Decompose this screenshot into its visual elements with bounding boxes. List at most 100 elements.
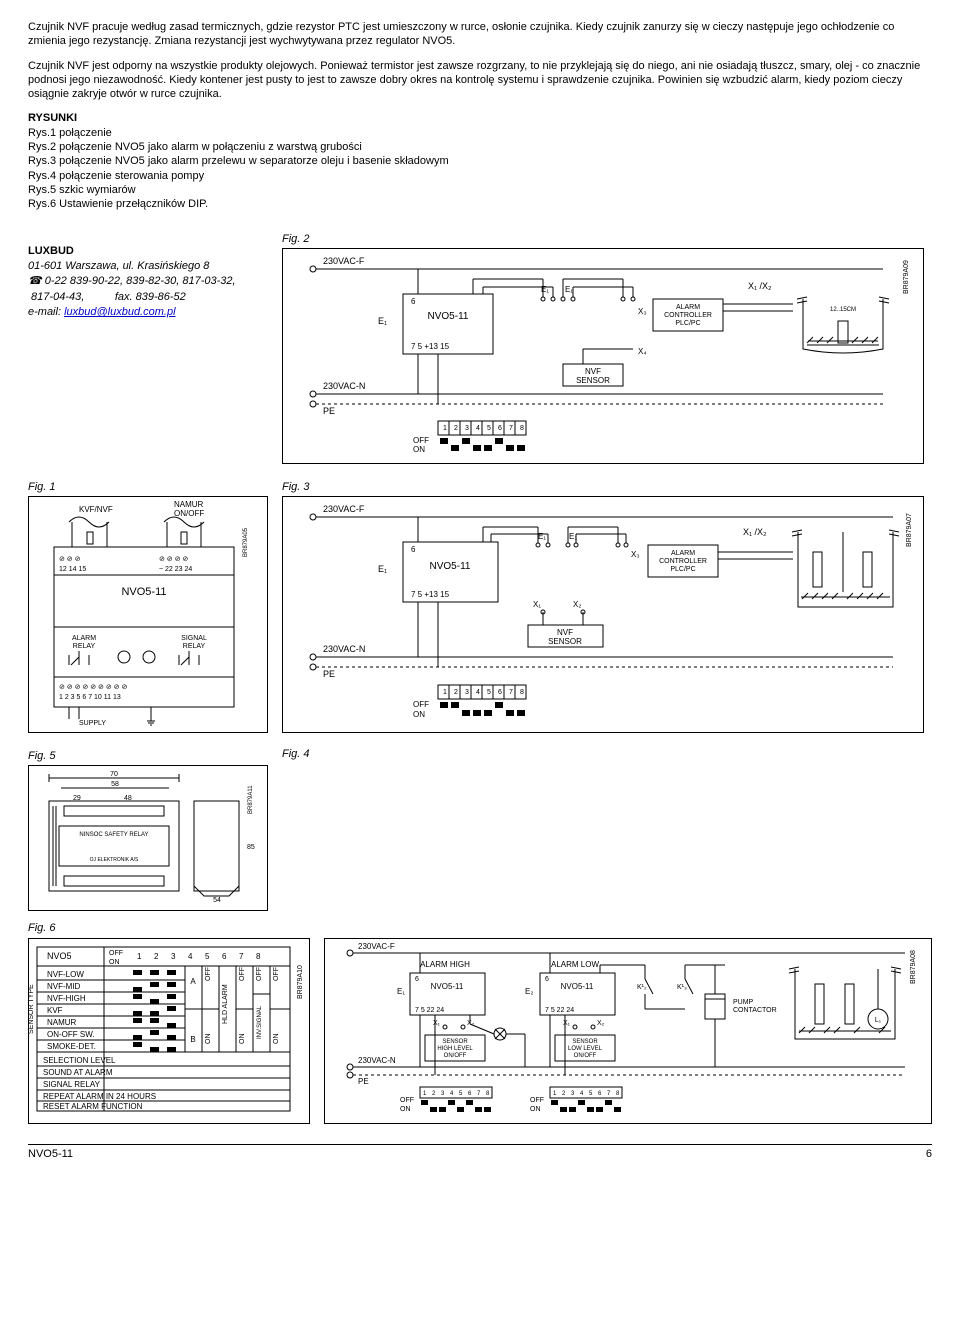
rysunki-list: Rys.1 połączenie Rys.2 połączenie NVO5 j… bbox=[28, 126, 932, 212]
svg-text:NVF-MID: NVF-MID bbox=[47, 982, 81, 991]
contact-block: LUXBUD 01-601 Warszawa, ul. Krasińskiego… bbox=[28, 244, 268, 321]
fig5-box: 70 58 NINSOC SAFETY RELAY OJ ELEKTRONIK … bbox=[28, 765, 268, 911]
svg-text:4: 4 bbox=[580, 1091, 584, 1097]
fig2-label: Fig. 2 bbox=[282, 232, 932, 246]
svg-text:SIGNAL RELAY: SIGNAL RELAY bbox=[43, 1080, 101, 1089]
svg-text:7 5 +13 15: 7 5 +13 15 bbox=[411, 342, 450, 351]
footer: NVO5-11 6 bbox=[28, 1144, 932, 1161]
svg-text:7 5 22 24: 7 5 22 24 bbox=[415, 1007, 444, 1014]
svg-text:K¹₂: K¹₂ bbox=[637, 984, 647, 991]
svg-text:CONTACTOR: CONTACTOR bbox=[733, 1007, 777, 1014]
svg-text:58: 58 bbox=[111, 781, 119, 788]
svg-text:SMOKE-DET.: SMOKE-DET. bbox=[47, 1042, 96, 1051]
svg-text:4: 4 bbox=[450, 1091, 454, 1097]
svg-text:HIGH LEVEL: HIGH LEVEL bbox=[437, 1046, 473, 1052]
svg-text:7: 7 bbox=[239, 952, 244, 961]
svg-text:PLC/PC: PLC/PC bbox=[675, 320, 700, 327]
footer-right: 6 bbox=[926, 1147, 932, 1161]
svg-text:PE: PE bbox=[323, 669, 335, 679]
svg-text:6: 6 bbox=[598, 1091, 602, 1097]
svg-text:ON: ON bbox=[239, 1033, 246, 1044]
svg-text:12 14 15: 12 14 15 bbox=[59, 566, 86, 573]
svg-text:70: 70 bbox=[110, 771, 118, 778]
svg-text:BR879A09: BR879A09 bbox=[903, 260, 910, 294]
svg-text:ALARM: ALARM bbox=[676, 304, 700, 311]
svg-text:6: 6 bbox=[468, 1091, 472, 1097]
rys-item: Rys.4 połączenie sterowania pompy bbox=[28, 169, 932, 183]
svg-text:5: 5 bbox=[487, 425, 491, 432]
svg-text:6: 6 bbox=[498, 425, 502, 432]
svg-text:BR879A11: BR879A11 bbox=[248, 785, 254, 814]
svg-text:230VAC-F: 230VAC-F bbox=[323, 504, 365, 514]
svg-text:PE: PE bbox=[323, 406, 335, 416]
svg-text:2: 2 bbox=[454, 689, 458, 696]
svg-text:E₁: E₁ bbox=[565, 285, 573, 294]
svg-text:ON: ON bbox=[273, 1033, 280, 1044]
svg-text:SENSOR: SENSOR bbox=[548, 637, 582, 646]
email: luxbud@luxbud.com.pl bbox=[64, 306, 175, 318]
fig3-label: Fig. 3 bbox=[282, 480, 932, 494]
svg-text:SUPPLY: SUPPLY bbox=[79, 720, 106, 727]
svg-text:12..15CM: 12..15CM bbox=[830, 307, 856, 313]
svg-text:PUMP: PUMP bbox=[733, 999, 754, 1006]
rys-item: Rys.5 szkic wymiarów bbox=[28, 183, 932, 197]
svg-text:6: 6 bbox=[545, 976, 549, 983]
svg-text:K¹₃: K¹₃ bbox=[677, 984, 687, 991]
svg-text:230VAC-N: 230VAC-N bbox=[323, 644, 365, 654]
svg-text:7: 7 bbox=[509, 689, 513, 696]
svg-text:3: 3 bbox=[441, 1091, 445, 1097]
svg-text:⊘ ⊘ ⊘: ⊘ ⊘ ⊘ bbox=[59, 556, 81, 563]
paragraph-2: Czujnik NVF jest odporny na wszystkie pr… bbox=[28, 59, 932, 102]
svg-text:NVF-LOW: NVF-LOW bbox=[47, 970, 84, 979]
svg-text:ALARM: ALARM bbox=[671, 550, 695, 557]
svg-text:1: 1 bbox=[443, 425, 447, 432]
svg-text:6: 6 bbox=[415, 976, 419, 983]
svg-text:1 2 3 5 6 7 10 11 13: 1 2 3 5 6 7 10 11 13 bbox=[59, 694, 121, 701]
svg-text:ON: ON bbox=[530, 1106, 541, 1113]
svg-text:5: 5 bbox=[487, 689, 491, 696]
svg-text:NVO5-11: NVO5-11 bbox=[561, 982, 594, 991]
fig2-box: 230VAC-F 230VAC-N PE NVO5-11 6 7 5 +13 1… bbox=[282, 248, 924, 464]
svg-text:7 5 +13 15: 7 5 +13 15 bbox=[411, 590, 450, 599]
company: LUXBUD bbox=[28, 244, 268, 259]
svg-text:OFF: OFF bbox=[400, 1097, 414, 1104]
svg-text:OFF: OFF bbox=[413, 436, 429, 445]
svg-text:X₂: X₂ bbox=[467, 1020, 475, 1027]
svg-text:NVF-HIGH: NVF-HIGH bbox=[47, 994, 86, 1003]
svg-text:2: 2 bbox=[562, 1091, 566, 1097]
svg-text:BR879A05: BR879A05 bbox=[243, 528, 249, 558]
svg-text:SENSOR TYPE: SENSOR TYPE bbox=[29, 984, 35, 1034]
svg-text:OFF: OFF bbox=[530, 1097, 544, 1104]
svg-text:4: 4 bbox=[188, 952, 193, 961]
svg-text:6: 6 bbox=[411, 545, 416, 554]
svg-text:48: 48 bbox=[124, 795, 132, 802]
svg-text:2: 2 bbox=[454, 425, 458, 432]
svg-text:KVF: KVF bbox=[47, 1006, 63, 1015]
svg-text:A: A bbox=[190, 977, 196, 986]
svg-text:ON: ON bbox=[413, 710, 425, 719]
svg-text:SOUND AT ALARM: SOUND AT ALARM bbox=[43, 1068, 113, 1077]
fig1-box: KVF/NVF NAMUR ON/OFF ⊘ ⊘ ⊘⊘ ⊘ ⊘ ⊘ 12 14 … bbox=[28, 496, 268, 732]
svg-text:54: 54 bbox=[213, 897, 221, 904]
svg-text:X₁ /X₂: X₁ /X₂ bbox=[748, 281, 772, 291]
svg-text:1: 1 bbox=[423, 1091, 427, 1097]
fig5-label: Fig. 5 bbox=[28, 749, 268, 763]
svg-text:ALARM: ALARM bbox=[72, 635, 96, 642]
svg-text:NAMUR: NAMUR bbox=[47, 1018, 77, 1027]
svg-text:6: 6 bbox=[222, 952, 227, 961]
svg-text:E₂: E₂ bbox=[525, 987, 533, 996]
svg-text:2: 2 bbox=[432, 1091, 436, 1097]
svg-text:NVO5-11: NVO5-11 bbox=[121, 586, 166, 598]
svg-text:7: 7 bbox=[607, 1091, 611, 1097]
svg-text:E₁: E₁ bbox=[541, 285, 549, 294]
footer-left: NVO5-11 bbox=[28, 1147, 73, 1161]
email-label: e-mail: bbox=[28, 306, 64, 318]
svg-text:BR879A07: BR879A07 bbox=[906, 513, 913, 547]
svg-text:4: 4 bbox=[476, 689, 480, 696]
svg-text:NVO5-11: NVO5-11 bbox=[430, 561, 471, 572]
svg-text:E₁: E₁ bbox=[569, 532, 577, 541]
svg-text:3: 3 bbox=[465, 425, 469, 432]
svg-text:5: 5 bbox=[459, 1091, 463, 1097]
address: 01-601 Warszawa, ul. Krasińskiego 8 bbox=[28, 259, 268, 274]
svg-text:NVF: NVF bbox=[557, 628, 573, 637]
